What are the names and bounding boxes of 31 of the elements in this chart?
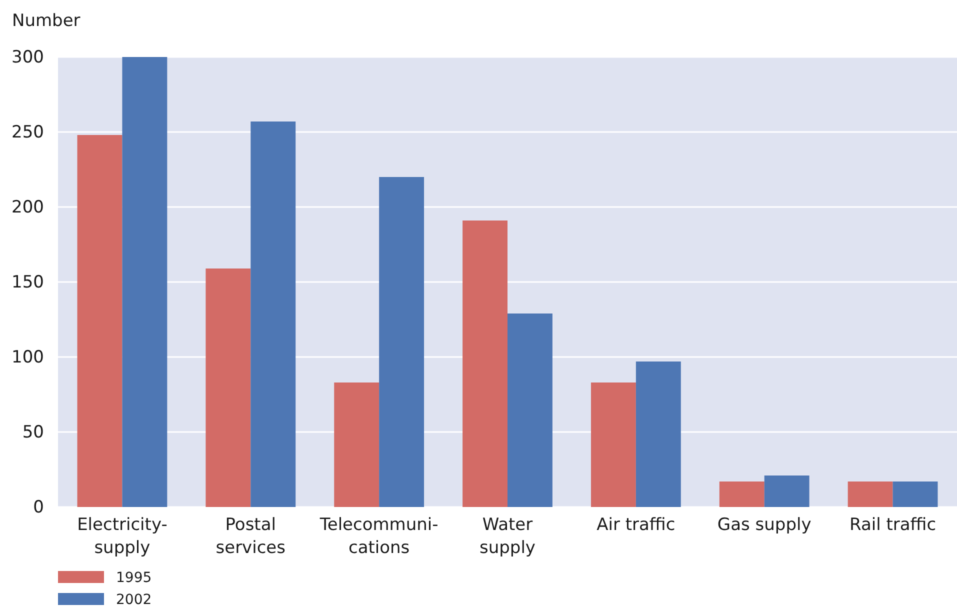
x-tick-label: Rail traffic <box>850 515 936 535</box>
y-axis-title: Number <box>12 11 80 31</box>
x-tick-label: Postal services <box>216 515 286 558</box>
bar <box>122 57 168 507</box>
y-tick-label: 300 <box>12 47 44 68</box>
bar <box>590 382 636 507</box>
y-tick-label: 200 <box>12 197 44 218</box>
y-tick-label: 100 <box>12 347 44 368</box>
bar <box>77 135 122 507</box>
bar <box>848 482 893 507</box>
legend-label: 1995 <box>116 570 152 586</box>
x-tick-label: Electricity- supply <box>77 515 168 558</box>
bar <box>764 476 810 507</box>
bar <box>462 220 508 507</box>
bar <box>636 362 681 507</box>
y-tick-label: 50 <box>22 422 44 442</box>
x-tick-label: Gas supply <box>717 515 812 535</box>
bar <box>250 122 296 507</box>
bar <box>719 482 764 507</box>
x-tick-label: Water supply <box>480 515 536 558</box>
y-tick-label: 250 <box>12 122 44 142</box>
bar <box>892 482 938 507</box>
bar <box>379 177 424 507</box>
y-tick-label: 0 <box>33 497 44 518</box>
x-tick-label: Air traffic <box>596 515 676 535</box>
bar <box>206 268 251 507</box>
y-tick-label: 150 <box>12 272 44 292</box>
x-tick-label: Telecommuni- cations <box>318 515 438 558</box>
bar <box>508 314 552 507</box>
legend-label: 2002 <box>116 592 152 608</box>
bar <box>334 382 380 507</box>
